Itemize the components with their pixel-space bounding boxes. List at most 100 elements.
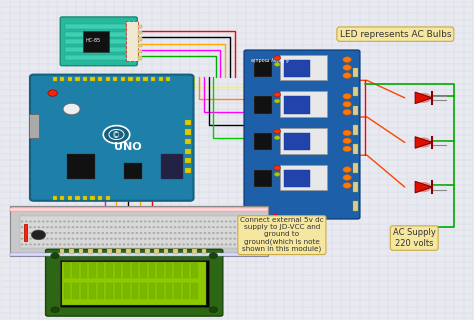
Bar xyxy=(182,249,187,254)
Circle shape xyxy=(182,238,185,239)
Circle shape xyxy=(136,244,138,245)
Circle shape xyxy=(217,227,219,228)
Circle shape xyxy=(89,244,91,245)
Circle shape xyxy=(200,227,202,228)
Circle shape xyxy=(191,221,193,222)
Bar xyxy=(65,54,127,60)
Bar xyxy=(113,76,118,81)
Circle shape xyxy=(182,221,185,222)
Bar xyxy=(79,249,83,254)
Bar xyxy=(132,283,138,299)
Bar xyxy=(53,196,57,200)
Circle shape xyxy=(274,99,280,103)
Circle shape xyxy=(76,238,78,239)
Circle shape xyxy=(72,227,74,228)
Bar xyxy=(149,283,155,299)
Bar xyxy=(161,154,182,179)
Circle shape xyxy=(153,227,155,228)
Text: HC-85: HC-85 xyxy=(86,38,101,43)
Bar xyxy=(353,182,358,192)
Text: ©: © xyxy=(112,131,120,140)
Bar xyxy=(280,165,327,190)
Circle shape xyxy=(42,227,45,228)
Circle shape xyxy=(274,92,281,97)
Circle shape xyxy=(114,221,117,222)
Circle shape xyxy=(110,238,112,239)
Circle shape xyxy=(114,227,117,228)
Bar xyxy=(72,262,79,278)
Circle shape xyxy=(178,227,181,228)
Circle shape xyxy=(127,227,129,228)
Circle shape xyxy=(343,65,351,70)
Bar xyxy=(138,31,143,34)
Circle shape xyxy=(274,136,280,140)
Circle shape xyxy=(165,232,168,234)
Circle shape xyxy=(101,221,104,222)
Bar xyxy=(75,76,80,81)
Circle shape xyxy=(237,244,240,245)
Circle shape xyxy=(106,221,108,222)
Bar xyxy=(123,283,130,299)
Circle shape xyxy=(195,232,198,234)
Circle shape xyxy=(42,238,45,239)
Bar xyxy=(126,249,131,254)
Circle shape xyxy=(110,227,112,228)
Bar xyxy=(191,262,198,278)
Bar xyxy=(98,283,104,299)
Bar xyxy=(10,253,268,256)
Bar xyxy=(182,283,189,299)
Circle shape xyxy=(212,238,215,239)
Bar xyxy=(140,262,147,278)
Circle shape xyxy=(178,238,181,239)
Circle shape xyxy=(174,238,176,239)
Circle shape xyxy=(31,230,46,240)
Circle shape xyxy=(110,232,112,234)
Bar xyxy=(280,55,327,80)
Bar xyxy=(65,32,127,37)
Circle shape xyxy=(170,244,172,245)
Circle shape xyxy=(59,244,62,245)
Circle shape xyxy=(157,238,159,239)
Bar xyxy=(138,56,143,60)
Circle shape xyxy=(191,232,193,234)
Circle shape xyxy=(234,227,236,228)
Circle shape xyxy=(84,232,87,234)
Circle shape xyxy=(46,232,49,234)
Circle shape xyxy=(212,227,215,228)
Circle shape xyxy=(59,221,62,222)
Circle shape xyxy=(59,227,62,228)
Circle shape xyxy=(97,227,100,228)
Circle shape xyxy=(97,232,100,234)
Circle shape xyxy=(34,238,36,239)
Circle shape xyxy=(234,232,236,234)
Circle shape xyxy=(250,227,253,228)
Circle shape xyxy=(221,238,223,239)
Circle shape xyxy=(148,221,151,222)
Circle shape xyxy=(93,221,95,222)
Circle shape xyxy=(274,129,281,133)
Circle shape xyxy=(148,227,151,228)
Bar xyxy=(353,68,358,77)
Circle shape xyxy=(93,227,95,228)
Circle shape xyxy=(68,227,70,228)
Circle shape xyxy=(68,221,70,222)
Bar xyxy=(254,60,272,77)
Circle shape xyxy=(84,238,87,239)
Circle shape xyxy=(237,221,240,222)
Bar xyxy=(53,76,57,81)
Circle shape xyxy=(144,238,146,239)
Circle shape xyxy=(161,227,164,228)
Circle shape xyxy=(25,232,27,234)
Circle shape xyxy=(165,244,168,245)
Circle shape xyxy=(250,232,253,234)
Circle shape xyxy=(195,238,198,239)
Circle shape xyxy=(250,221,253,222)
Circle shape xyxy=(200,238,202,239)
Circle shape xyxy=(225,221,228,222)
Circle shape xyxy=(51,244,53,245)
Circle shape xyxy=(72,238,74,239)
Circle shape xyxy=(84,221,87,222)
Circle shape xyxy=(225,232,228,234)
Polygon shape xyxy=(415,92,432,104)
Circle shape xyxy=(51,307,59,313)
